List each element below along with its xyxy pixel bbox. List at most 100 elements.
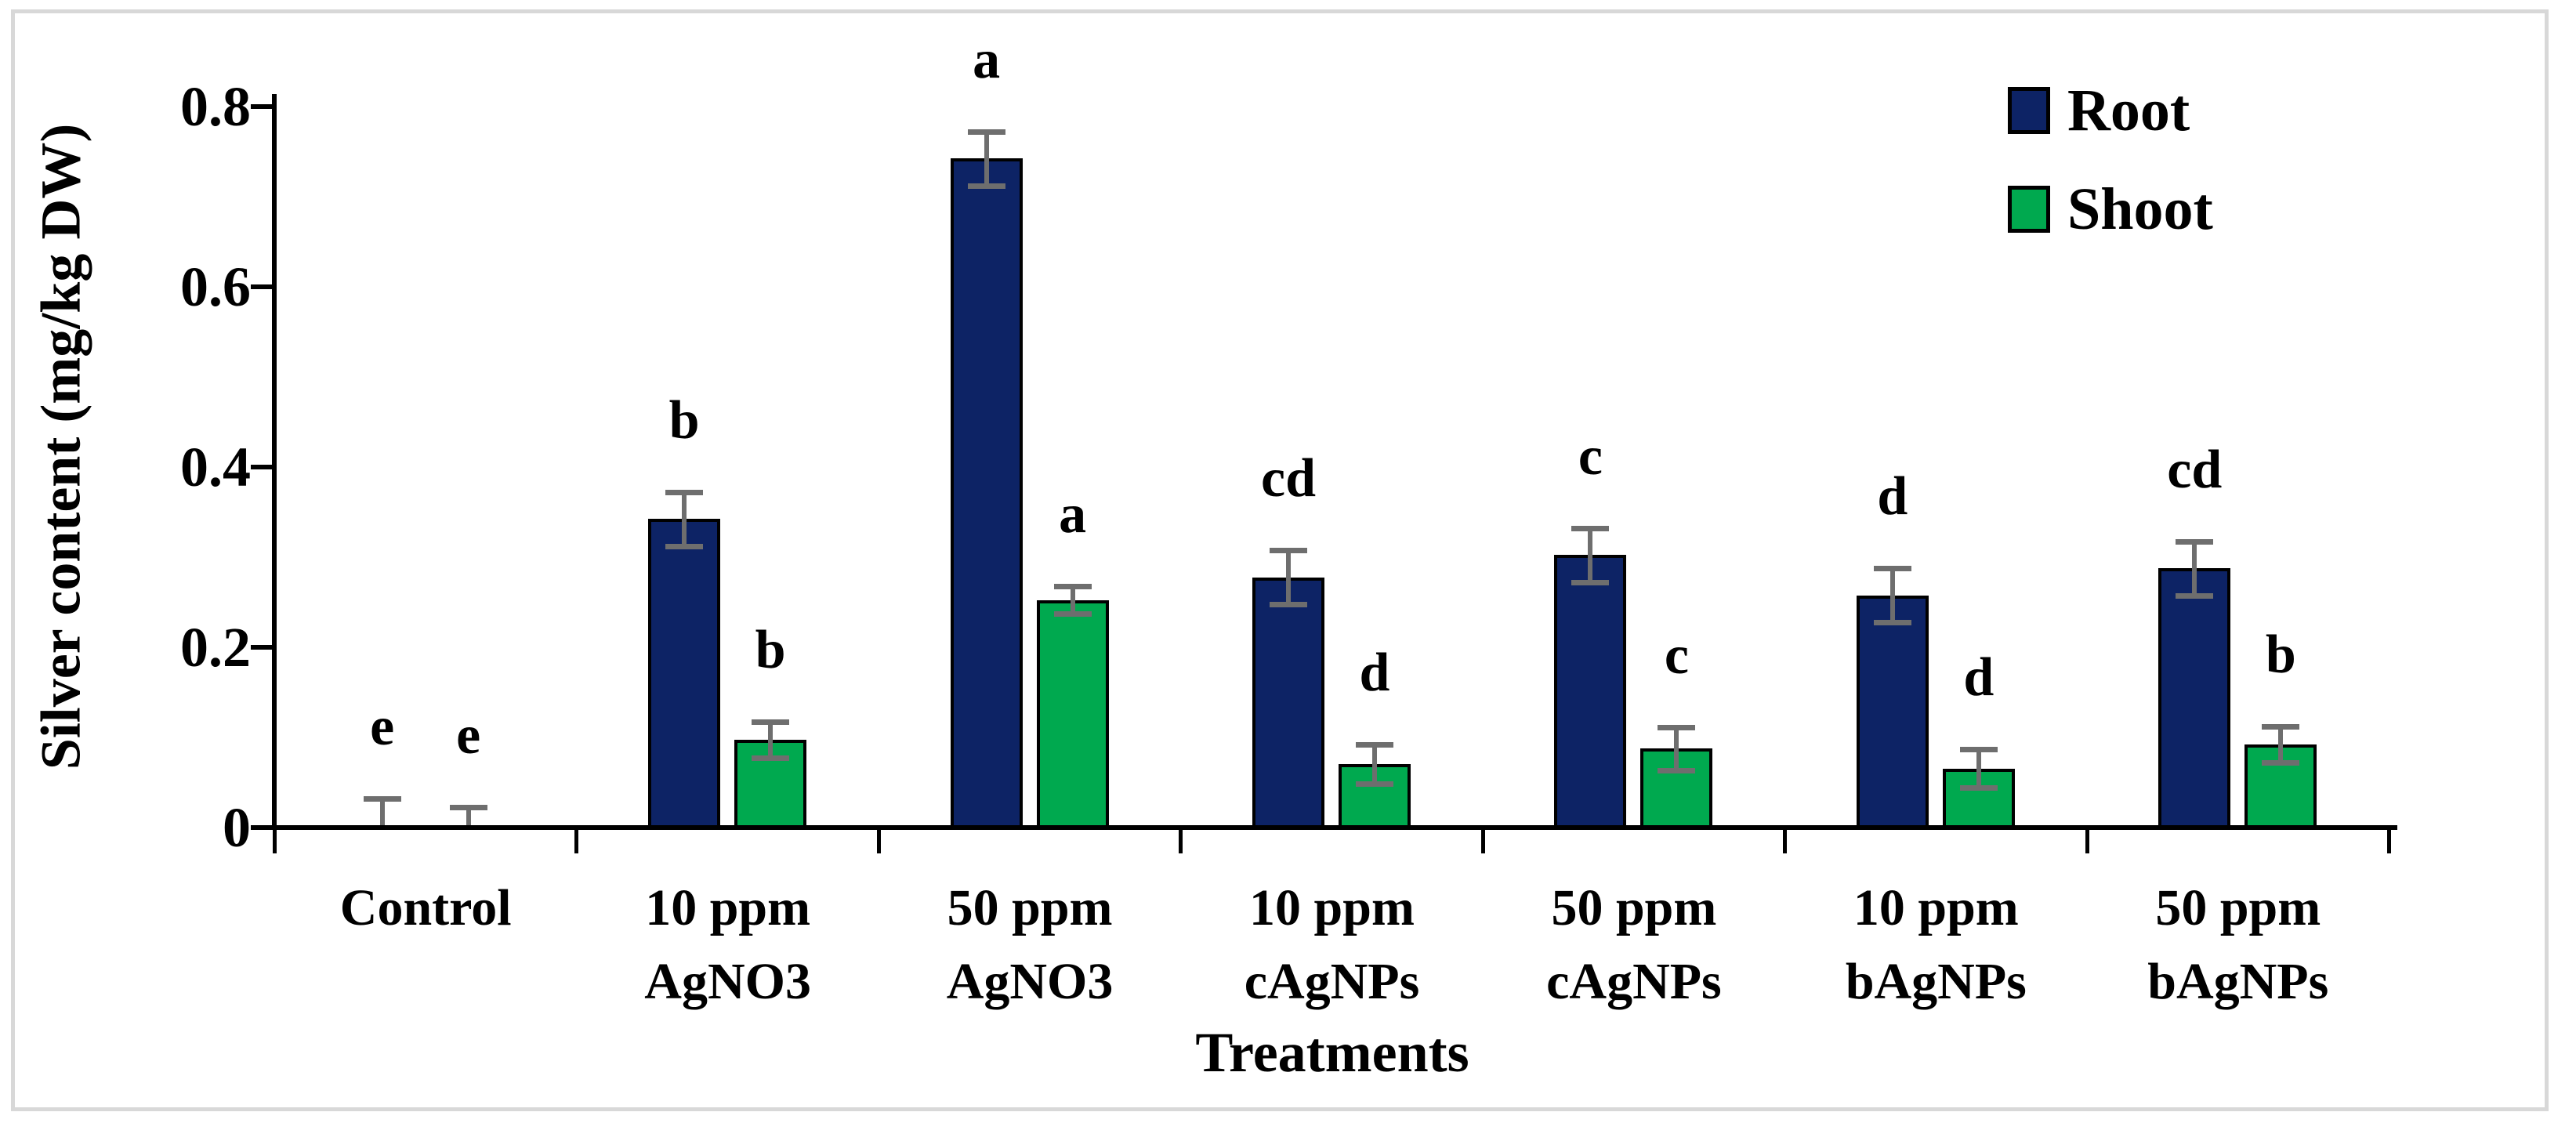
x-category-label-0: Control <box>275 871 577 945</box>
x-axis-tick <box>1783 830 1788 853</box>
error-bar-top-cap <box>1356 741 1393 748</box>
error-bar-bottom-cap <box>1658 767 1696 773</box>
x-axis-tick <box>876 830 881 853</box>
x-axis-tick <box>2387 830 2391 853</box>
error-bar-top-cap <box>2262 723 2300 730</box>
legend-label-shoot: Shoot <box>2067 176 2213 242</box>
x-category-label-line: 10 ppm <box>1249 879 1415 936</box>
x-category-label-line: bAgNPs <box>1845 953 2027 1010</box>
error-bar-root-0 <box>379 798 385 825</box>
y-tick-label: 0.2 <box>180 616 251 679</box>
significance-letter-root-2: a <box>973 29 1001 90</box>
bar-root-5 <box>1856 595 1929 828</box>
significance-letter-shoot-2: a <box>1059 484 1087 545</box>
x-category-label-line: 50 ppm <box>1551 879 1717 936</box>
error-bar-top-cap <box>1270 548 1307 554</box>
error-bar-top-cap <box>1873 566 1911 572</box>
error-bar-shoot-2 <box>1070 586 1075 614</box>
error-bar-top-cap <box>967 129 1005 135</box>
shoot-series-swatch-icon <box>2008 186 2050 233</box>
error-bar-bottom-cap <box>1270 602 1307 608</box>
legend-label-root: Root <box>2067 77 2190 143</box>
legend-item-shoot: Shoot <box>2008 176 2213 242</box>
x-axis-tick <box>574 830 579 853</box>
root-series-swatch-icon <box>2008 87 2050 134</box>
y-tick-label: 0.6 <box>180 255 251 318</box>
error-bar-shoot-1 <box>768 721 774 758</box>
significance-letter-shoot-5: d <box>1963 647 1994 708</box>
significance-letter-root-5: d <box>1877 466 1908 527</box>
x-category-label-line: 50 ppm <box>2155 879 2321 936</box>
significance-letter-shoot-0: e <box>456 705 481 766</box>
x-axis-tick <box>1480 830 1485 853</box>
error-bar-top-cap <box>2176 538 2214 545</box>
x-axis-tick <box>2085 830 2089 853</box>
x-category-label-line: 10 ppm <box>645 879 811 936</box>
error-bar-top-cap <box>449 805 487 810</box>
error-bar-bottom-cap <box>967 183 1005 189</box>
error-bar-top-cap <box>752 719 790 725</box>
error-bar-top-cap <box>1053 584 1092 590</box>
x-category-label-line: cAgNPs <box>1546 953 1722 1010</box>
x-axis-tick <box>1179 830 1183 853</box>
error-bar-top-cap <box>1959 747 1998 753</box>
error-bar-bottom-cap <box>1356 781 1393 788</box>
significance-letter-shoot-3: d <box>1359 642 1390 703</box>
error-bar-bottom-cap <box>1873 620 1911 626</box>
x-category-label-line: AgNO3 <box>946 953 1114 1010</box>
x-category-label-line: Control <box>339 879 512 936</box>
y-tick-label: 0.4 <box>180 436 251 498</box>
error-bar-top-cap <box>665 489 704 495</box>
significance-letter-shoot-4: c <box>1664 625 1689 686</box>
legend-item-root: Root <box>2008 78 2213 143</box>
significance-letter-root-6: cd <box>2167 439 2223 500</box>
error-bar-bottom-cap <box>2176 592 2214 599</box>
significance-letter-shoot-1: b <box>755 619 786 680</box>
x-category-label-line: bAgNPs <box>2147 953 2329 1010</box>
error-bar-shoot-5 <box>1976 749 1981 788</box>
significance-letter-root-0: e <box>370 696 395 757</box>
x-category-label-6: 50 ppm bAgNPs <box>2087 871 2389 1019</box>
x-category-label-line: AgNO3 <box>644 953 811 1010</box>
y-axis-tick <box>251 284 274 289</box>
significance-letter-shoot-6: b <box>2265 624 2296 685</box>
significance-letter-root-4: c <box>1578 426 1603 487</box>
error-bar-shoot-3 <box>1372 744 1377 784</box>
error-bar-bottom-cap <box>1959 784 1998 791</box>
bar-root-3 <box>1252 577 1324 828</box>
error-bar-top-cap <box>1571 525 1610 531</box>
significance-letter-root-1: b <box>668 389 700 451</box>
y-axis-tick <box>251 645 274 650</box>
error-bar-bottom-cap <box>1053 610 1092 617</box>
x-category-label-line: 50 ppm <box>947 879 1113 936</box>
x-category-label-5: 10 ppm bAgNPs <box>1785 871 2087 1019</box>
error-bar-root-3 <box>1286 550 1291 605</box>
x-axis-line <box>272 825 2397 830</box>
x-axis-tick <box>273 830 277 853</box>
error-bar-top-cap <box>363 795 401 802</box>
error-bar-root-5 <box>1889 568 1895 623</box>
x-category-label-3: 10 ppm cAgNPs <box>1181 871 1483 1019</box>
error-bar-shoot-6 <box>2278 726 2284 762</box>
bar-shoot-2 <box>1036 599 1109 828</box>
x-axis-title: Treatments <box>1195 1021 1469 1084</box>
y-axis-tick <box>251 825 274 830</box>
bar-root-6 <box>2158 568 2231 828</box>
x-category-label-4: 50 ppm cAgNPs <box>1483 871 1784 1019</box>
bar-root-2 <box>950 158 1023 828</box>
error-bar-bottom-cap <box>665 543 704 549</box>
y-axis-line <box>272 94 277 830</box>
error-bar-top-cap <box>1658 724 1696 730</box>
x-category-label-line: cAgNPs <box>1244 953 1420 1010</box>
x-category-label-line: 10 ppm <box>1853 879 2019 936</box>
bar-root-4 <box>1554 555 1627 828</box>
y-tick-label: 0 <box>223 796 251 859</box>
significance-letter-root-3: cd <box>1261 448 1316 509</box>
error-bar-bottom-cap <box>752 755 790 761</box>
legend: Root Shoot <box>2008 78 2213 285</box>
error-bar-root-6 <box>2192 541 2197 596</box>
error-bar-root-2 <box>984 131 989 186</box>
x-category-label-1: 10 ppm AgNO3 <box>577 871 879 1019</box>
y-axis-tick <box>251 465 274 469</box>
